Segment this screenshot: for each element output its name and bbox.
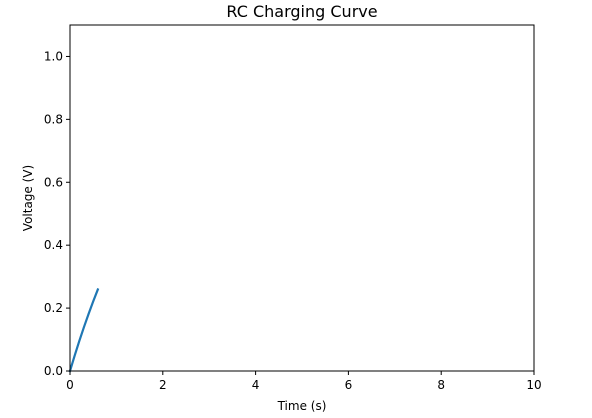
y-tick-label: 0.6 (44, 175, 63, 189)
y-tick-label: 0.2 (44, 301, 63, 315)
x-tick-label: 0 (66, 378, 74, 392)
y-axis-label: Voltage (V) (21, 165, 35, 231)
x-axis-label: Time (s) (277, 399, 327, 413)
series-line-0 (68, 288, 100, 373)
x-tick-label: 2 (159, 378, 167, 392)
y-tick-label: 1.0 (44, 49, 63, 63)
x-tick-label: 10 (526, 378, 541, 392)
y-axis: 0.0 0.2 0.4 0.6 0.8 1.0 (44, 49, 70, 378)
chart-title: RC Charging Curve (226, 2, 377, 21)
plot-area (68, 288, 100, 373)
y-tick-label: 0.8 (44, 112, 63, 126)
plot-frame (69, 24, 535, 372)
x-tick-label: 8 (437, 378, 445, 392)
x-tick-label: 4 (252, 378, 260, 392)
x-tick-label: 6 (345, 378, 353, 392)
y-tick-label: 0.0 (44, 364, 63, 378)
y-tick-label: 0.4 (44, 238, 63, 252)
x-axis: 0 2 4 6 8 10 (66, 371, 542, 392)
